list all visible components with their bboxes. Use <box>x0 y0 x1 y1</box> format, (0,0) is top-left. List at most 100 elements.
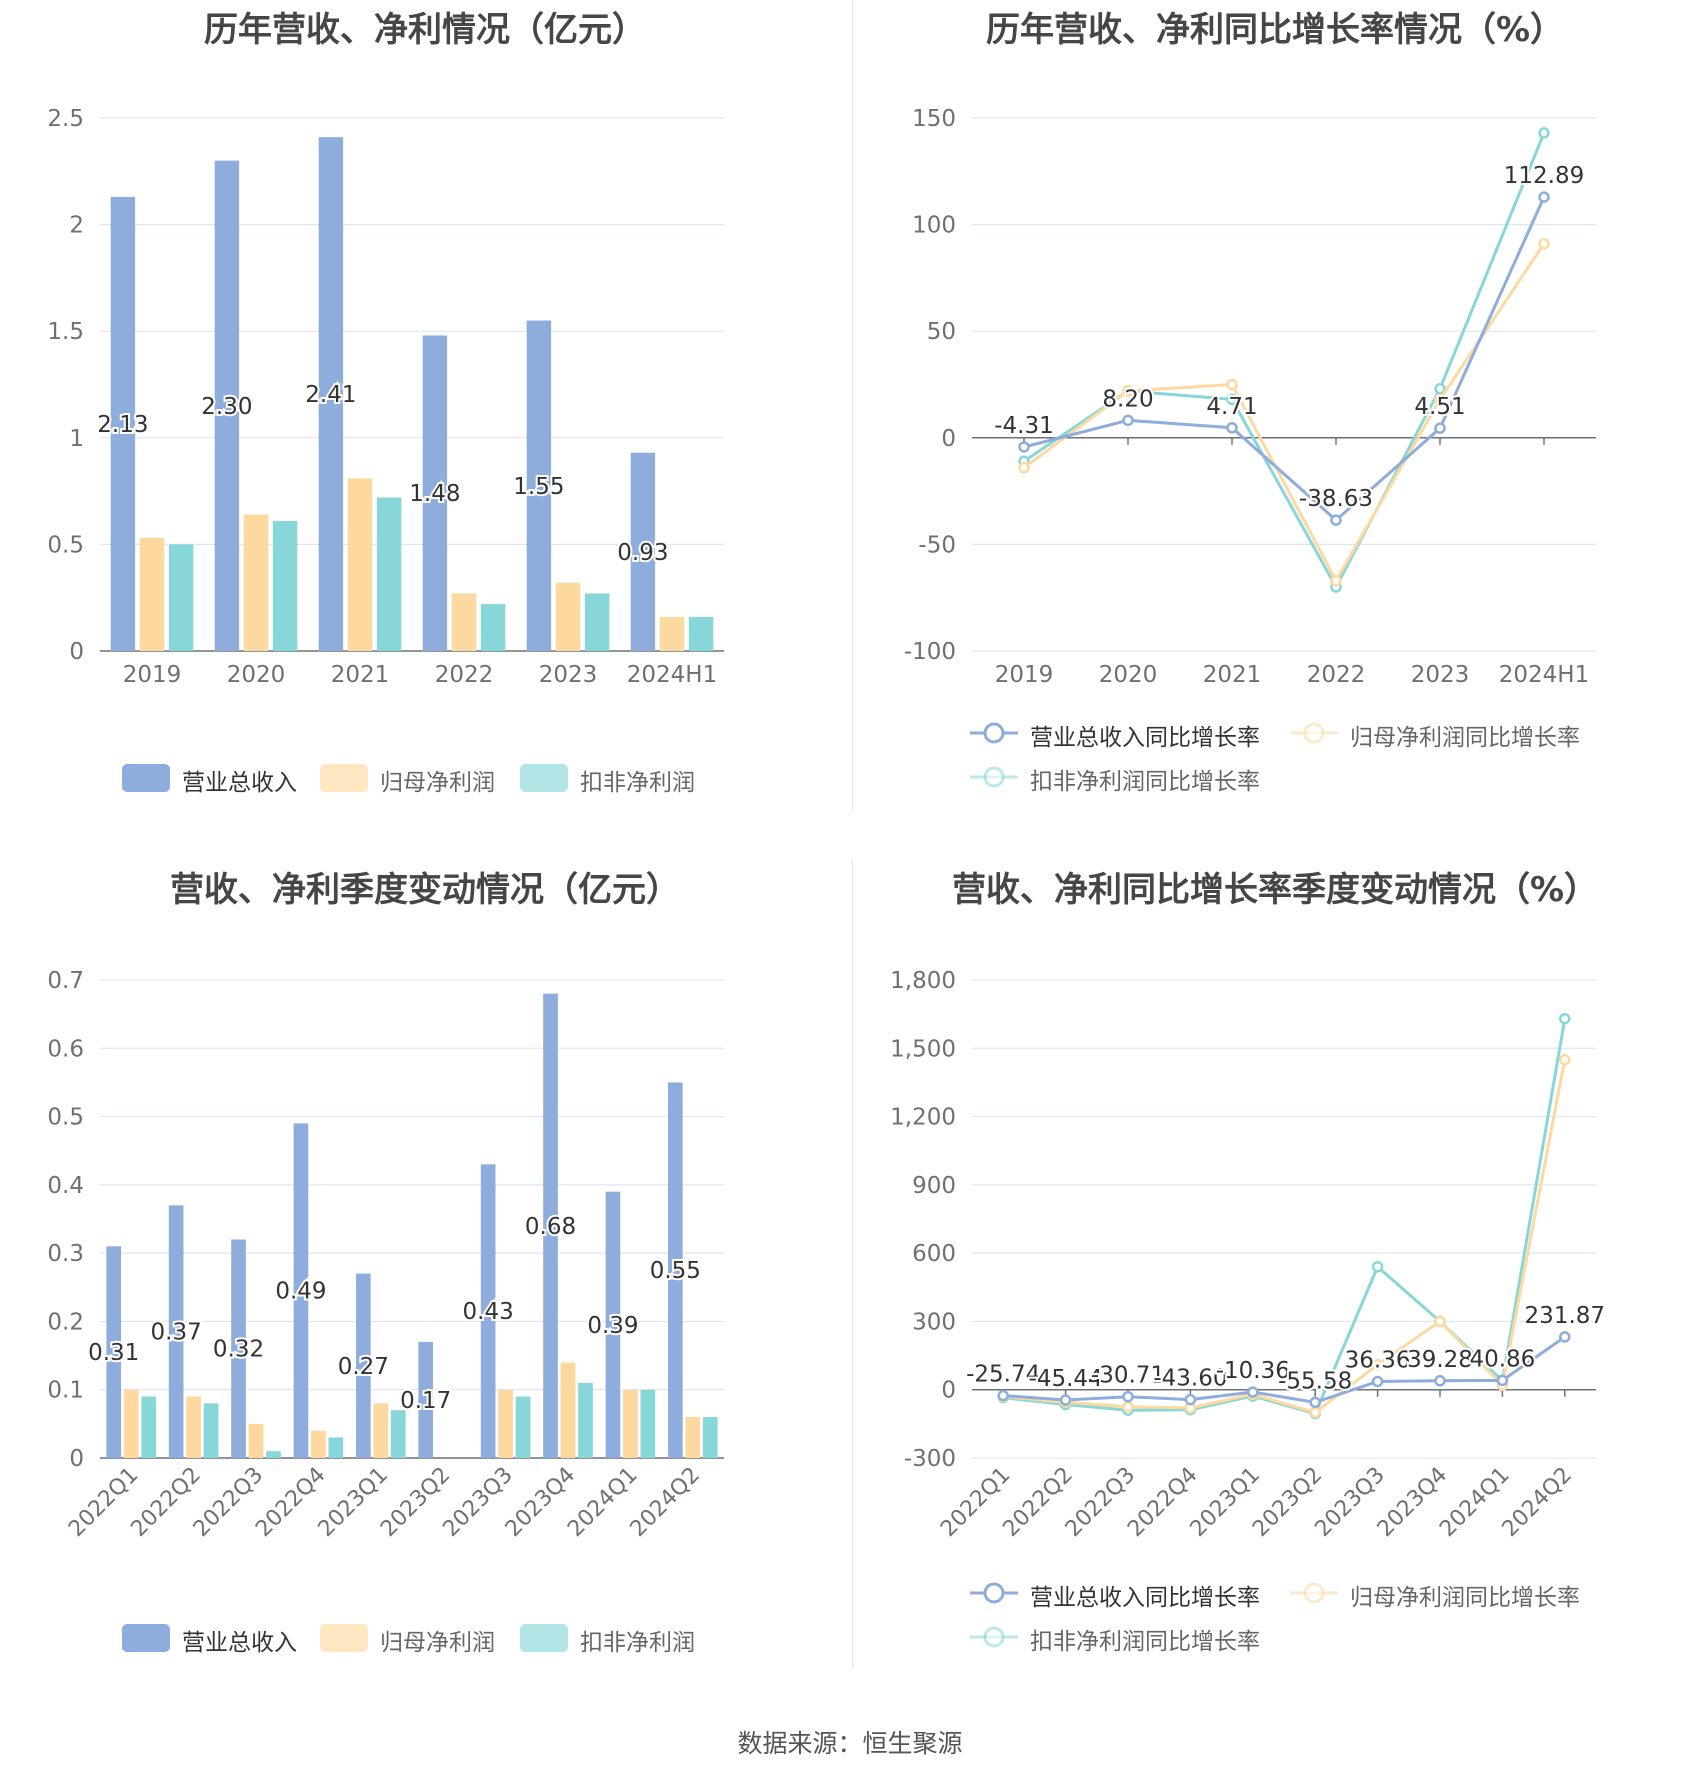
y-tick-label: 0 <box>941 426 956 452</box>
bar-revenue <box>543 993 558 1458</box>
y-tick-label: 0.1 <box>47 1378 84 1404</box>
data-label: -38.63 <box>1299 486 1373 512</box>
quarterly-growth-line-chart: -30003006009001,2001,5001,8002022Q12022Q… <box>890 968 1607 1542</box>
legend: 营业总收入同比增长率 归母净利润同比增长率 扣非净利润同比增长率 <box>850 1578 1700 1658</box>
bar-revenue <box>526 320 552 651</box>
series-line-revenue <box>1003 1335 1566 1404</box>
bar-revenue <box>106 1246 122 1458</box>
quarterly-growth-panel: 营收、净利同比增长率季度变动情况（%） -300 0 300 600 900 1,200 1… <box>850 860 1700 1720</box>
legend: 营业总收入 归母净利润 扣非净利润 <box>0 764 850 804</box>
bar-net-profit <box>347 478 373 651</box>
legend-label: 归母净利润 <box>380 770 495 796</box>
y-tick-label: 0 <box>69 639 84 665</box>
divider <box>852 860 853 1670</box>
data-label: 231.87 <box>1525 1303 1605 1329</box>
bar-deducted-profit <box>328 1437 344 1458</box>
data-label: 36.36 <box>1345 1347 1411 1373</box>
data-point <box>1434 393 1446 406</box>
y-tick-label: 0.2 <box>47 1309 84 1335</box>
data-label: 0.31 <box>88 1340 139 1366</box>
data-point <box>1559 1331 1571 1343</box>
data-point <box>1184 1393 1197 1406</box>
legend-label: 扣非净利润同比增长率 <box>1030 769 1260 795</box>
data-label: 0.37 <box>151 1320 202 1346</box>
legend-swatch <box>970 1582 1018 1604</box>
data-point <box>1018 461 1030 474</box>
data-label: 0.27 <box>338 1354 389 1380</box>
bar-deducted-profit <box>688 616 714 651</box>
data-label: 0.43 <box>463 1299 514 1325</box>
bar-deducted-profit <box>272 520 298 651</box>
legend-label: 营业总收入 <box>182 1630 297 1656</box>
data-point <box>1496 1374 1509 1387</box>
bar-revenue <box>293 1123 309 1458</box>
data-label: 1.48 <box>409 481 460 507</box>
legend-label: 归母净利润同比增长率 <box>1350 725 1580 751</box>
y-tick-label: 0.3 <box>47 1241 84 1267</box>
bar-deducted-profit <box>480 604 506 651</box>
annual-growth-line-chart: -100 -50 0 50 100 150 2019 2020 2021 2022 2023 2024… <box>904 106 1596 688</box>
data-point <box>1122 1401 1134 1413</box>
bar-revenue <box>168 1205 184 1458</box>
data-point <box>1538 191 1550 203</box>
legend-label: 扣非净利润 <box>580 1630 695 1656</box>
divider <box>852 0 853 810</box>
bar-net-profit <box>560 1362 576 1458</box>
legend-swatch <box>970 1626 1018 1648</box>
y-tick-label: -50 <box>918 532 956 558</box>
bar-net-profit <box>186 1396 201 1458</box>
bar-revenue <box>214 160 240 651</box>
data-point <box>1559 1053 1571 1066</box>
bar-deducted-profit <box>390 1410 406 1458</box>
y-tick-label: 150 <box>912 106 956 132</box>
series-line-revenue <box>1023 196 1546 523</box>
data-point <box>1371 1375 1384 1388</box>
legend: 营业总收入同比增长率 归母净利润同比增长率 扣非净利润同比增长率 <box>850 718 1700 798</box>
y-tick-label: 50 <box>927 319 956 345</box>
x-tick-label: 2022 <box>435 662 494 688</box>
x-tick-label: 2020 <box>1099 662 1158 688</box>
data-point <box>1122 385 1134 397</box>
data-label: -55.58 <box>1278 1368 1352 1394</box>
legend-label: 营业总收入同比增长率 <box>1030 1585 1260 1611</box>
bar-deducted-profit <box>376 497 402 651</box>
y-tick-label: 0.6 <box>47 1036 84 1062</box>
data-point <box>1371 1261 1384 1273</box>
y-tick-label: 0.5 <box>47 532 84 558</box>
chart-title: 历年营收、净利同比增长率情况（%） <box>985 10 1565 50</box>
annual-revenue-profit-panel: 历年营收、净利情况（亿元） 0 0.5 1 1.5 2 2.5 2019 2020 2021 20… <box>0 0 850 860</box>
y-tick-label: 0.7 <box>47 968 84 994</box>
x-tick-label: 2024H1 <box>1499 662 1589 688</box>
legend-swatch <box>520 1624 568 1652</box>
bar-revenue <box>418 1341 434 1458</box>
bar-revenue <box>480 1164 496 1458</box>
bar-net-profit <box>139 538 165 651</box>
bar-deducted-profit <box>702 1417 718 1458</box>
bar-net-profit <box>451 593 477 651</box>
quarterly-revenue-profit-panel: 营收、净利季度变动情况（亿元） 0 0.1 0.2 0.3 0.4 0.5 0.6 0.7 20… <box>0 860 850 1720</box>
y-tick-label: -100 <box>904 639 956 665</box>
y-tick-label: 0.4 <box>47 1173 84 1199</box>
legend-swatch <box>320 764 368 792</box>
bar-net-profit <box>243 514 269 651</box>
annual-growth-panel: 历年营收、净利同比增长率情况（%） -100 -50 0 50 100 150 2019 20… <box>850 0 1700 860</box>
bar-net-profit <box>685 1417 701 1458</box>
data-point <box>1122 414 1134 427</box>
x-tick-label: 2021 <box>1203 662 1262 688</box>
data-label: 0.39 <box>587 1313 638 1339</box>
legend-label: 归母净利润 <box>380 1630 495 1656</box>
y-tick-label: 900 <box>912 1173 956 1199</box>
data-label: 4.51 <box>1414 394 1465 420</box>
x-tick-label: 2024Q2 <box>1498 1463 1577 1542</box>
bar-deducted-profit <box>578 1382 593 1458</box>
legend-swatch <box>970 722 1018 744</box>
bar-net-profit <box>555 582 581 651</box>
data-label: -4.31 <box>994 413 1054 439</box>
legend-label: 扣非净利润同比增长率 <box>1030 1629 1260 1655</box>
data-label: 2.13 <box>97 412 148 438</box>
legend-swatch <box>320 1624 368 1652</box>
data-label: 2.41 <box>305 382 356 408</box>
bar-deducted-profit <box>141 1396 157 1458</box>
data-point <box>1434 1315 1446 1328</box>
legend-label: 扣非净利润 <box>580 770 695 796</box>
